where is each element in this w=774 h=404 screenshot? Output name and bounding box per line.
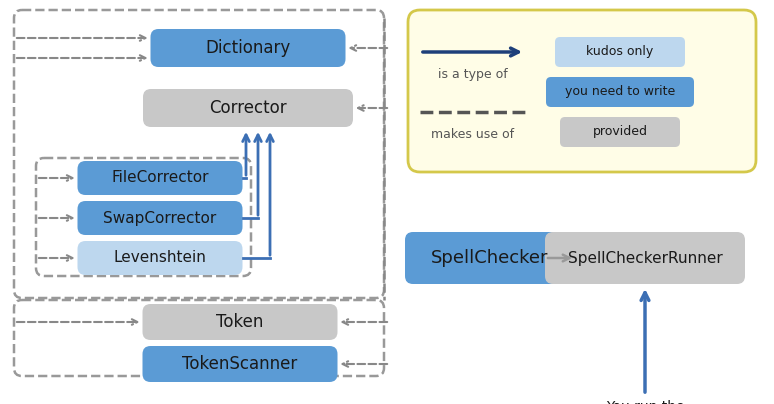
Text: Dictionary: Dictionary [205, 39, 290, 57]
FancyBboxPatch shape [77, 161, 242, 195]
Text: SpellChecker: SpellChecker [431, 249, 549, 267]
Text: kudos only: kudos only [587, 46, 653, 59]
Text: TokenScanner: TokenScanner [183, 355, 298, 373]
Text: FileCorrector: FileCorrector [111, 170, 209, 185]
Text: You run the
spell checker
with this: You run the spell checker with this [600, 400, 690, 404]
Text: Levenshtein: Levenshtein [114, 250, 207, 265]
Text: makes use of: makes use of [431, 128, 514, 141]
Text: Token: Token [216, 313, 264, 331]
FancyBboxPatch shape [546, 77, 694, 107]
FancyBboxPatch shape [560, 117, 680, 147]
Text: is a type of: is a type of [437, 68, 508, 81]
Text: SwapCorrector: SwapCorrector [104, 210, 217, 225]
FancyBboxPatch shape [555, 37, 685, 67]
FancyBboxPatch shape [77, 201, 242, 235]
FancyBboxPatch shape [142, 346, 337, 382]
Text: SpellCheckerRunner: SpellCheckerRunner [567, 250, 722, 265]
FancyBboxPatch shape [77, 241, 242, 275]
FancyBboxPatch shape [143, 89, 353, 127]
Text: you need to write: you need to write [565, 86, 675, 99]
FancyBboxPatch shape [408, 10, 756, 172]
FancyBboxPatch shape [405, 232, 575, 284]
FancyBboxPatch shape [545, 232, 745, 284]
FancyBboxPatch shape [142, 304, 337, 340]
Text: Corrector: Corrector [209, 99, 287, 117]
Text: provided: provided [593, 126, 648, 139]
FancyBboxPatch shape [150, 29, 345, 67]
